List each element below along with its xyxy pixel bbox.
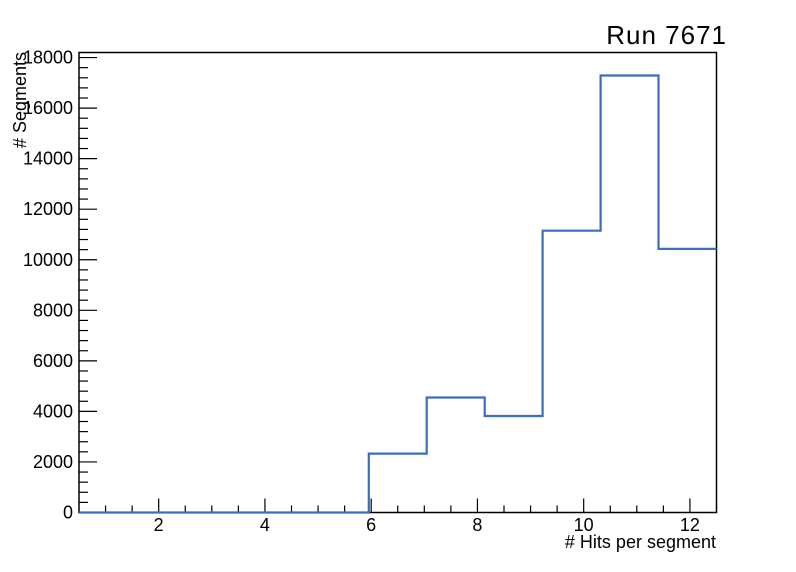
plot-frame [78, 51, 718, 514]
plot-title: Run 7671 [606, 20, 727, 50]
y-tick-label: 8000 [33, 300, 73, 320]
x-tick-label: 12 [680, 515, 700, 535]
x-tick-label: 10 [574, 515, 594, 535]
x-tick-label: 2 [154, 515, 164, 535]
y-axis-title: # Segments [10, 52, 30, 149]
x-axis-title: # Hits per segment [564, 532, 716, 552]
y-tick-label: 12000 [23, 199, 73, 219]
y-tick-label: 14000 [23, 149, 73, 169]
y-tick-label: 10000 [23, 250, 73, 270]
y-tick-label: 16000 [23, 98, 73, 118]
x-tick-label: 6 [366, 515, 376, 535]
y-tick-label: 4000 [33, 401, 73, 421]
x-tick-label: 8 [472, 515, 482, 535]
y-tick-label: 18000 [23, 48, 73, 68]
y-tick-label: 6000 [33, 351, 73, 371]
histogram-line [79, 74, 717, 514]
x-tick-label: 4 [260, 515, 270, 535]
y-tick-label: 0 [63, 503, 73, 523]
y-tick-label: 2000 [33, 452, 73, 472]
